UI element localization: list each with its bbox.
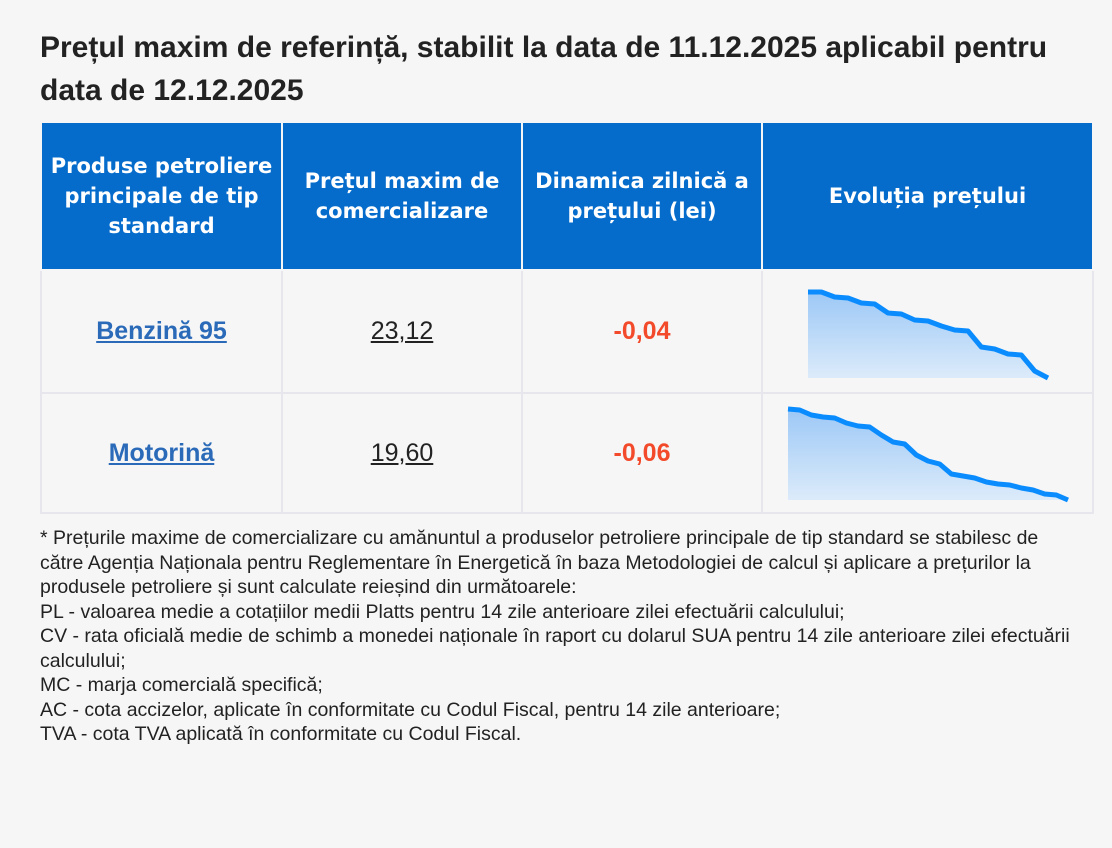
price-sparkline	[761, 392, 1094, 514]
sparkline-svg	[787, 406, 1069, 503]
note-mc: MC - marja comercială specifică;	[40, 674, 323, 696]
sparkline-line	[787, 406, 1069, 503]
methodology-notes: * Prețurile maxime de comercializare cu …	[40, 526, 1080, 747]
price-sparkline	[761, 269, 1094, 394]
header-price: Prețul maxim de comercializare	[281, 121, 523, 271]
note-intro: * Prețurile maxime de comercializare cu …	[40, 527, 1039, 598]
product-link-benzina[interactable]: Benzină 95	[96, 317, 227, 345]
sparkline-area	[808, 292, 1048, 378]
product-link-motorina[interactable]: Motorină	[108, 438, 215, 467]
price-value[interactable]: 23,12	[370, 317, 434, 345]
daily-dynamic: -0,06	[613, 438, 671, 467]
sparkline-svg	[808, 289, 1050, 381]
table-row: Benzină 95 23,12 -0,04	[40, 269, 1094, 394]
sparkline-area	[788, 409, 1068, 500]
note-ac: AC - cota accizelor, aplicate în conform…	[40, 698, 781, 721]
header-dynamic: Dinamica zilnică a prețului (lei)	[521, 121, 763, 271]
header-product: Produse petroliere principale de tip sta…	[40, 121, 283, 271]
header-evolution: Evoluția prețului	[761, 121, 1094, 271]
note-pl: PL - valoarea medie a cotațiilor medii P…	[40, 600, 845, 623]
page-title: Prețul maxim de referință, stabilit la d…	[40, 31, 1048, 107]
note-tva: TVA - cota TVA aplicată în conformitate …	[40, 723, 522, 745]
price-value[interactable]: 19,60	[370, 438, 434, 467]
fuel-price-table: Produse petroliere principale de tip sta…	[40, 121, 1094, 514]
sparkline-line	[808, 289, 1050, 381]
table-row: Motorină 19,60 -0,06	[40, 392, 1094, 514]
note-cv: CV - rata oficială medie de schimb a mon…	[40, 625, 1070, 672]
daily-dynamic: -0,04	[613, 317, 671, 345]
